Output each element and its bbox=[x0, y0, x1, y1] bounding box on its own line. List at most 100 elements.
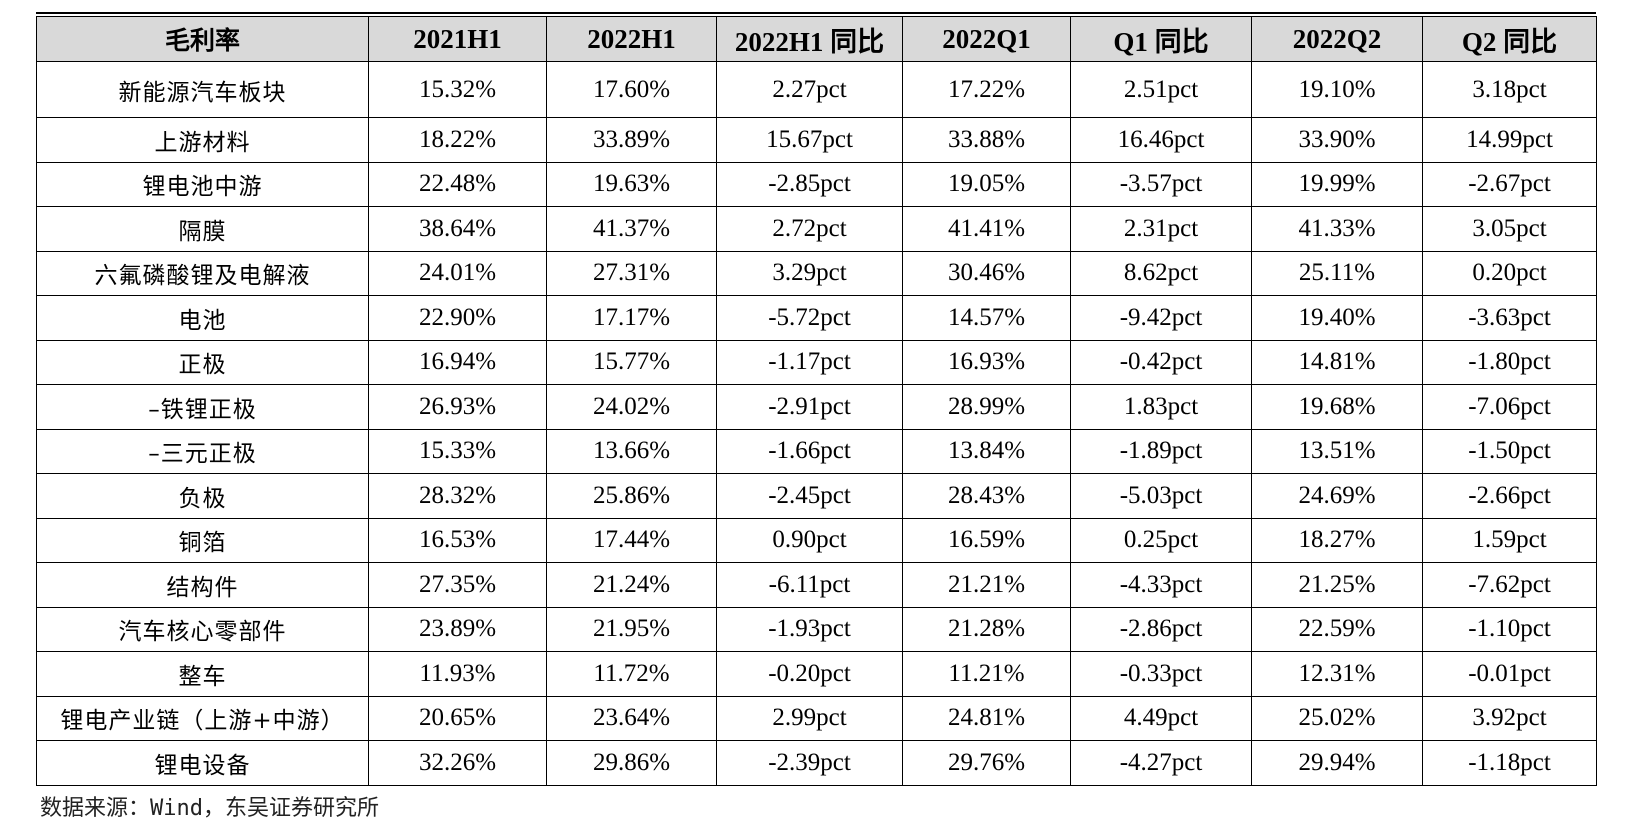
table-cell: -2.39pct bbox=[716, 740, 903, 786]
table-cell: 0.25pct bbox=[1070, 517, 1252, 563]
table-cell: 24.81% bbox=[902, 695, 1071, 741]
table-cell: 16.59% bbox=[902, 517, 1071, 563]
table-cell: -4.33pct bbox=[1070, 562, 1252, 608]
table-cell: 29.94% bbox=[1251, 740, 1423, 786]
table-cell: 29.86% bbox=[546, 740, 717, 786]
table-cell: 19.10% bbox=[1251, 61, 1423, 118]
table-cell: 17.17% bbox=[546, 295, 717, 341]
row-label: –三元正极 bbox=[36, 428, 369, 474]
table-cell: 28.32% bbox=[368, 473, 547, 519]
table-cell: -2.45pct bbox=[716, 473, 903, 519]
table-cell: -3.57pct bbox=[1070, 161, 1252, 207]
table-cell: 25.86% bbox=[546, 473, 717, 519]
table-cell: -4.27pct bbox=[1070, 740, 1252, 786]
table-cell: 18.27% bbox=[1251, 517, 1423, 563]
row-label: 铜箔 bbox=[36, 517, 369, 563]
table-cell: 13.66% bbox=[546, 428, 717, 474]
table-cell: 25.11% bbox=[1251, 250, 1423, 296]
table-cell: 16.94% bbox=[368, 339, 547, 385]
table-cell: -1.50pct bbox=[1422, 428, 1597, 474]
row-label: 隔膜 bbox=[36, 206, 369, 252]
table-row: 结构件 27.35% 21.24% -6.11pct 21.21% -4.33pct 21.… bbox=[36, 562, 1597, 608]
table-cell: -5.03pct bbox=[1070, 473, 1252, 519]
row-label: 锂电设备 bbox=[36, 740, 369, 786]
table-cell: 22.90% bbox=[368, 295, 547, 341]
table-row: –铁锂正极 26.93% 24.02% -2.91pct 28.99% 1.83pct 19… bbox=[36, 384, 1597, 430]
header-cell: Q2 同比 bbox=[1422, 16, 1597, 62]
table-cell: 11.72% bbox=[546, 651, 717, 697]
table-cell: 21.95% bbox=[546, 606, 717, 652]
row-label: 上游材料 bbox=[36, 117, 369, 163]
table-cell: 41.37% bbox=[546, 206, 717, 252]
header-row: 毛利率 2021H1 2022H1 2022H1 同比 2022Q1 Q1 同比… bbox=[36, 16, 1597, 62]
table-cell: 15.33% bbox=[368, 428, 547, 474]
table-cell: 19.63% bbox=[546, 161, 717, 207]
table-cell: 19.99% bbox=[1251, 161, 1423, 207]
row-label: 锂电产业链（上游+中游） bbox=[36, 695, 369, 741]
table-cell: 0.20pct bbox=[1422, 250, 1597, 296]
table-cell: 1.83pct bbox=[1070, 384, 1252, 430]
table-cell: -5.72pct bbox=[716, 295, 903, 341]
table-cell: -1.18pct bbox=[1422, 740, 1597, 786]
table-cell: 21.21% bbox=[902, 562, 1071, 608]
table-cell: 22.59% bbox=[1251, 606, 1423, 652]
table-cell: -2.91pct bbox=[716, 384, 903, 430]
table-cell: -0.42pct bbox=[1070, 339, 1252, 385]
row-label: 新能源汽车板块 bbox=[36, 61, 369, 118]
table-cell: 17.60% bbox=[546, 61, 717, 118]
table-cell: 24.69% bbox=[1251, 473, 1423, 519]
header-cell: 2022H1 同比 bbox=[716, 16, 903, 62]
table-cell: 8.62pct bbox=[1070, 250, 1252, 296]
table-cell: -0.01pct bbox=[1422, 651, 1597, 697]
table-cell: 13.84% bbox=[902, 428, 1071, 474]
table-cell: -2.67pct bbox=[1422, 161, 1597, 207]
table-cell: 3.05pct bbox=[1422, 206, 1597, 252]
row-label: 锂电池中游 bbox=[36, 161, 369, 207]
table-cell: -0.33pct bbox=[1070, 651, 1252, 697]
table-row: 铜箔 16.53% 17.44% 0.90pct 16.59% 0.25pct 18.27%… bbox=[36, 517, 1597, 563]
top-rule bbox=[36, 12, 1596, 14]
table-row: 正极 16.94% 15.77% -1.17pct 16.93% -0.42pct 14.8… bbox=[36, 339, 1597, 385]
table-cell: 21.25% bbox=[1251, 562, 1423, 608]
table-cell: -2.86pct bbox=[1070, 606, 1252, 652]
table-row: 锂电设备 32.26% 29.86% -2.39pct 29.76% -4.27pct 29… bbox=[36, 740, 1597, 786]
row-label: 汽车核心零部件 bbox=[36, 606, 369, 652]
table-cell: 17.44% bbox=[546, 517, 717, 563]
table-cell: 24.02% bbox=[546, 384, 717, 430]
table-row: 六氟磷酸锂及电解液 24.01% 27.31% 3.29pct 30.46% 8.62pc… bbox=[36, 250, 1597, 296]
table-cell: 25.02% bbox=[1251, 695, 1423, 741]
header-cell: 2021H1 bbox=[368, 16, 547, 62]
header-cell: 2022Q2 bbox=[1251, 16, 1423, 62]
table-cell: -0.20pct bbox=[716, 651, 903, 697]
table-cell: 33.90% bbox=[1251, 117, 1423, 163]
table-cell: 23.89% bbox=[368, 606, 547, 652]
row-label: 结构件 bbox=[36, 562, 369, 608]
table-row: 负极 28.32% 25.86% -2.45pct 28.43% -5.03pct 24.6… bbox=[36, 473, 1597, 519]
table-cell: 41.33% bbox=[1251, 206, 1423, 252]
header-cell: 毛利率 bbox=[36, 16, 369, 62]
table-cell: -2.85pct bbox=[716, 161, 903, 207]
table-cell: -9.42pct bbox=[1070, 295, 1252, 341]
table-cell: 0.90pct bbox=[716, 517, 903, 563]
table-row: 电池 22.90% 17.17% -5.72pct 14.57% -9.42pct 19.4… bbox=[36, 295, 1597, 341]
table-cell: -6.11pct bbox=[716, 562, 903, 608]
table-cell: 23.64% bbox=[546, 695, 717, 741]
table-cell: 21.24% bbox=[546, 562, 717, 608]
table-row: 上游材料 18.22% 33.89% 15.67pct 33.88% 16.46pct 33… bbox=[36, 117, 1597, 163]
table-cell: 3.92pct bbox=[1422, 695, 1597, 741]
table-cell: 26.93% bbox=[368, 384, 547, 430]
table-cell: 27.31% bbox=[546, 250, 717, 296]
table-cell: 21.28% bbox=[902, 606, 1071, 652]
table-cell: 2.31pct bbox=[1070, 206, 1252, 252]
table-cell: -2.66pct bbox=[1422, 473, 1597, 519]
table-cell: 17.22% bbox=[902, 61, 1071, 118]
table-cell: 14.57% bbox=[902, 295, 1071, 341]
table-cell: 14.81% bbox=[1251, 339, 1423, 385]
table-row: –三元正极 15.33% 13.66% -1.66pct 13.84% -1.89pct 1… bbox=[36, 428, 1597, 474]
table-cell: 2.51pct bbox=[1070, 61, 1252, 118]
table-cell: -1.66pct bbox=[716, 428, 903, 474]
row-label: 整车 bbox=[36, 651, 369, 697]
table-cell: 33.88% bbox=[902, 117, 1071, 163]
row-label: 六氟磷酸锂及电解液 bbox=[36, 250, 369, 296]
header-cell: Q1 同比 bbox=[1070, 16, 1252, 62]
